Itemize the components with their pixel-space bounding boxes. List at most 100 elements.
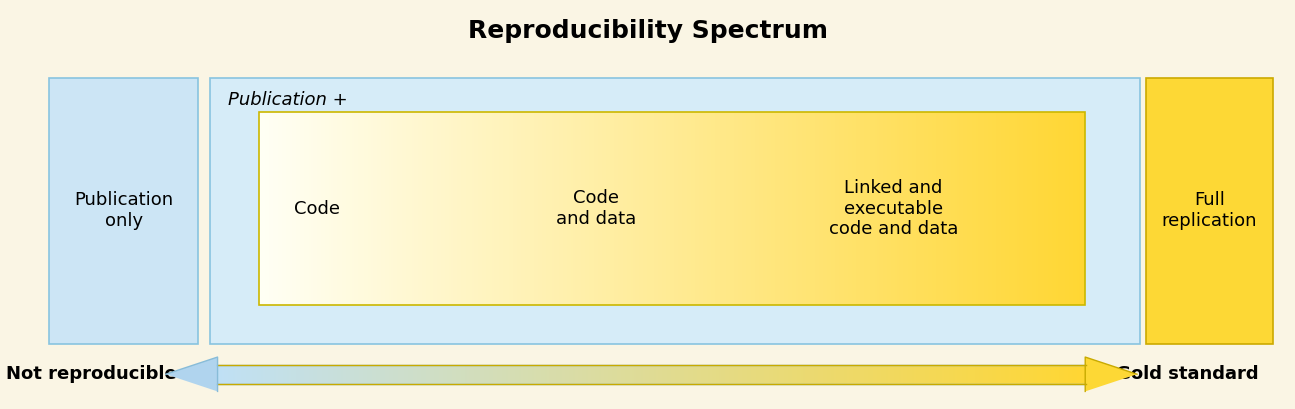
Bar [233,365,236,384]
Bar [1061,112,1062,305]
Bar [519,365,522,384]
Bar [620,112,623,305]
Bar [783,112,786,305]
Bar [828,112,829,305]
Bar [376,365,378,384]
Bar [260,365,264,384]
Bar [668,365,672,384]
Bar [366,112,369,305]
Bar [619,112,620,305]
Bar [500,365,502,384]
Bar [614,112,616,305]
Bar [856,112,859,305]
Bar [866,112,869,305]
Bar [738,365,741,384]
Bar [277,112,280,305]
Bar [228,365,232,384]
Bar [903,365,905,384]
Bar [860,112,862,305]
Bar [720,112,721,305]
Bar [467,112,470,305]
Bar [839,112,842,305]
Bar [298,112,300,305]
Bar [887,112,888,305]
Bar [385,112,387,305]
Bar [363,365,365,384]
Bar [276,112,277,305]
Bar [308,112,311,305]
Bar [721,365,724,384]
Bar [734,365,737,384]
Bar [723,365,725,384]
Bar [254,365,258,384]
Bar [883,112,884,305]
Bar [715,112,717,305]
Bar [1015,112,1017,305]
Bar [989,365,992,384]
Bar [807,112,808,305]
Bar [383,112,385,305]
Bar [354,112,356,305]
FancyBboxPatch shape [210,78,1140,344]
Bar [844,365,847,384]
Bar [660,365,663,384]
Bar [888,112,891,305]
Bar [848,112,850,305]
Bar [817,112,818,305]
Bar [550,112,552,305]
Bar [427,365,431,384]
Bar [578,112,579,305]
Bar [348,112,350,305]
Bar [664,365,667,384]
Bar [308,365,312,384]
Text: Full
replication: Full replication [1162,191,1257,230]
Bar [690,365,693,384]
Bar [648,365,650,384]
Bar [940,112,943,305]
Bar [420,112,422,305]
Bar [337,365,339,384]
FancyBboxPatch shape [1146,78,1273,344]
Bar [475,365,479,384]
Bar [1081,365,1084,384]
Bar [1001,112,1002,305]
Bar [1052,112,1054,305]
Bar [1042,365,1045,384]
Bar [879,365,882,384]
Bar [935,112,936,305]
Bar [474,112,475,305]
Bar [286,112,287,305]
Bar [300,365,303,384]
Bar [414,112,416,305]
Bar [786,112,787,305]
Bar [497,365,500,384]
Bar [272,365,275,384]
Bar [495,365,499,384]
Bar [957,365,960,384]
Bar [765,112,767,305]
Bar [536,112,537,305]
Bar [598,112,600,305]
Bar [685,112,686,305]
Bar [1009,112,1011,305]
Bar [703,365,706,384]
Bar [895,112,897,305]
Bar [960,112,961,305]
Bar [302,112,304,305]
Bar [535,365,537,384]
Bar [773,112,776,305]
Bar [1042,112,1044,305]
Bar [324,365,326,384]
Bar [895,365,897,384]
Bar [925,365,927,384]
Bar [760,365,763,384]
Bar [693,365,695,384]
Bar [1020,365,1023,384]
Bar [922,365,926,384]
Bar [1033,365,1036,384]
Bar [304,365,307,384]
Bar [675,112,676,305]
Bar [905,112,908,305]
Bar [721,112,724,305]
Bar [333,365,335,384]
